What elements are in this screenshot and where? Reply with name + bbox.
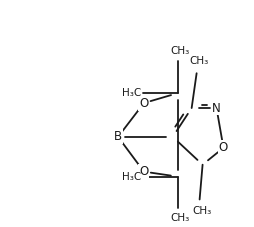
Text: CH₃: CH₃ <box>169 46 189 56</box>
Text: O: O <box>139 165 148 178</box>
Text: CH₃: CH₃ <box>191 206 210 216</box>
Text: O: O <box>139 96 148 110</box>
Text: H₃C: H₃C <box>122 88 141 98</box>
Text: N: N <box>211 101 220 115</box>
Text: O: O <box>218 141 227 154</box>
Text: H₃C: H₃C <box>122 172 141 182</box>
Text: CH₃: CH₃ <box>188 56 208 66</box>
Text: CH₃: CH₃ <box>169 213 189 223</box>
Text: B: B <box>114 130 122 143</box>
